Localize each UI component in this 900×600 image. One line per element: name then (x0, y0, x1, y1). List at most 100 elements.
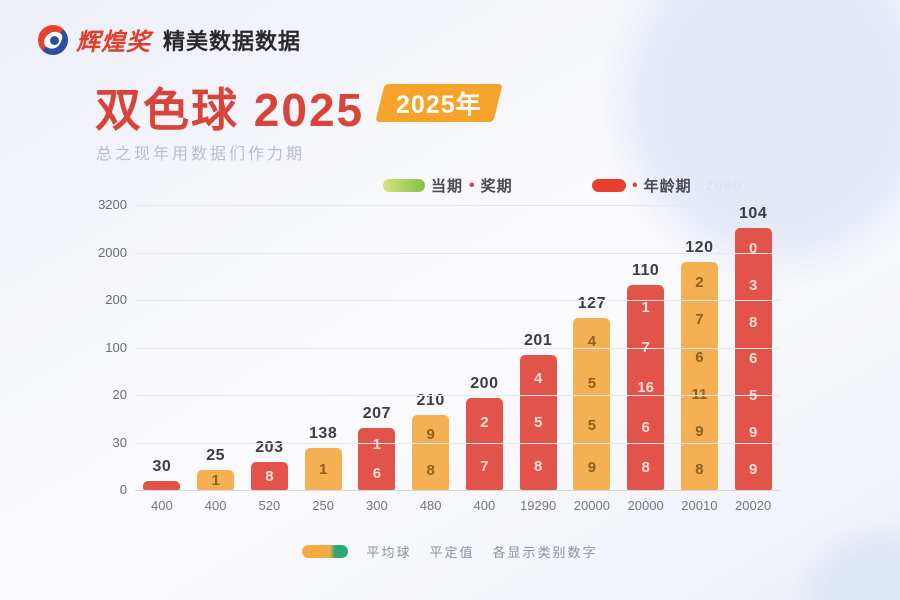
bar-digit: 9 (426, 426, 435, 444)
bar-digit: 2 (480, 413, 489, 431)
legend-prize-label: 奖期 (480, 178, 513, 195)
green-pill-icon (383, 179, 425, 192)
bar-group: 200 2 7 (458, 205, 511, 490)
bar-digit: 4 (533, 370, 543, 388)
x-tick-label: 20020 (735, 498, 772, 513)
gridline (135, 395, 780, 396)
brand-text: 精美数据数据 (163, 28, 302, 54)
bar-value-label: 210 (416, 392, 445, 409)
bar-group: 127 4 5 5 9 (565, 205, 618, 490)
bar-digit: 9 (748, 460, 758, 478)
bar-value-label: 110 (631, 262, 660, 279)
y-tick-label: 30 (112, 435, 127, 450)
bar-digit: 1 (372, 436, 382, 453)
y-tick-label: 0 (119, 482, 127, 497)
bar-digit: 3 (748, 276, 758, 294)
bar: 4 5 5 9 (573, 318, 611, 490)
bar: 0386599 (734, 228, 772, 490)
legend-year-label: 年龄期 (643, 178, 692, 195)
bottom-legend: 平均球 平定值 各显示类别数字 (0, 542, 900, 561)
bar: 1 (197, 470, 235, 490)
bar-digit: 7 (641, 340, 649, 355)
y-tick-label: 200 (105, 292, 127, 307)
gridline (135, 348, 780, 349)
x-tick-label: 480 (419, 498, 442, 513)
x-tick-label: 20010 (681, 498, 718, 513)
bar-group: 201 4 5 8 (512, 205, 565, 490)
bar-digit: 6 (372, 465, 382, 482)
bar-digit: 5 (533, 413, 543, 431)
bar-digit: 5 (587, 416, 597, 434)
bar-digit: 5 (587, 374, 597, 392)
bar-digit: 6 (695, 348, 704, 366)
bar-digit: 1 (641, 298, 650, 316)
bar-value-label: 207 (362, 405, 391, 422)
legend-period-label: 当期 (431, 178, 464, 195)
year-badge-label: 2025年 (396, 91, 482, 119)
brand-logo-icon (38, 24, 68, 55)
bar-group: 207 1 6 (350, 205, 403, 490)
bar-value-label: 104 (739, 205, 768, 222)
legend-ghost-text: 2000 (705, 178, 743, 193)
header-logo: 辉煌奖 精美数据数据 (38, 22, 301, 57)
bar-digit: 1 (211, 471, 220, 489)
bar-value-label: 127 (577, 295, 606, 312)
bar-digit: 9 (587, 458, 597, 476)
bar-digit: 8 (641, 459, 650, 477)
bar-digit: 6 (641, 419, 650, 437)
legend-item-period: 当期 • 奖期 (383, 175, 513, 196)
x-axis-labels: 400 400 520 250 300 480 400 19290 20000 20000 2001… (135, 498, 780, 513)
bar-value-label: 25 (206, 447, 226, 464)
bar-value-label: 203 (255, 439, 284, 456)
red-dot-icon: • (469, 176, 475, 194)
bar-digit: 7 (480, 457, 489, 475)
bar: 4 5 8 (519, 355, 557, 490)
bottom-legend-label-1: 平均球 (366, 545, 412, 560)
bar-digit: 8 (695, 460, 704, 478)
orange-green-pill-icon (302, 545, 349, 558)
x-tick-label: 400 (151, 498, 173, 513)
gridline (135, 300, 780, 301)
bar-chart-plot-area: 30 25 1 203 8 138 1 207 1 6 210 9 8 200 2 7 201 4 5 8 127 4 5 5… (98, 197, 780, 497)
bar-group: 110 1 7 16 6 8 (619, 205, 672, 490)
bar-digit: 7 (695, 311, 704, 329)
bar-value-label: 200 (470, 375, 499, 392)
bar-value-label: 120 (685, 239, 714, 256)
bar-group: 30 (135, 205, 188, 490)
page-subtitle: 总之现年用数据们作力期 (96, 146, 306, 163)
logo-text: 辉煌奖 (76, 29, 151, 56)
page-title: 双色球 2025 (95, 84, 365, 136)
bar-digit: 8 (748, 313, 758, 331)
bar: 1 7 16 6 8 (627, 285, 665, 490)
x-tick-label: 400 (204, 498, 227, 513)
gridline (135, 490, 780, 491)
bar-digit: 8 (426, 461, 435, 479)
y-tick-label: 20 (112, 387, 127, 402)
x-tick-label: 520 (258, 498, 281, 513)
bar-digit: 1 (318, 460, 328, 478)
x-tick-label: 20000 (573, 498, 610, 513)
bar-group: 210 9 8 (404, 205, 457, 490)
y-tick-label: 100 (105, 340, 127, 355)
bottom-legend-label-3: 各显示类别数字 (492, 545, 598, 560)
bottom-legend-label-2: 平定值 (429, 545, 475, 560)
legend-item-year: • 年龄期 2000 (592, 175, 743, 196)
bar-value-label: 138 (309, 425, 338, 442)
bar-digit: 0 (748, 239, 758, 257)
bar (143, 481, 181, 490)
bar-digit: 6 (748, 350, 758, 368)
red-pill-icon (592, 179, 626, 192)
bar-digit: 11 (691, 386, 708, 404)
gridline (135, 253, 780, 254)
bar-digit: 16 (637, 378, 654, 396)
bar: 2 7 6 11 9 8 (680, 262, 718, 490)
x-tick-label: 250 (312, 498, 334, 513)
bar: 1 (304, 448, 342, 490)
x-tick-label: 19290 (520, 498, 557, 513)
x-tick-label: 400 (473, 498, 496, 513)
gridline (135, 205, 780, 206)
bar-digit: 4 (587, 332, 597, 350)
